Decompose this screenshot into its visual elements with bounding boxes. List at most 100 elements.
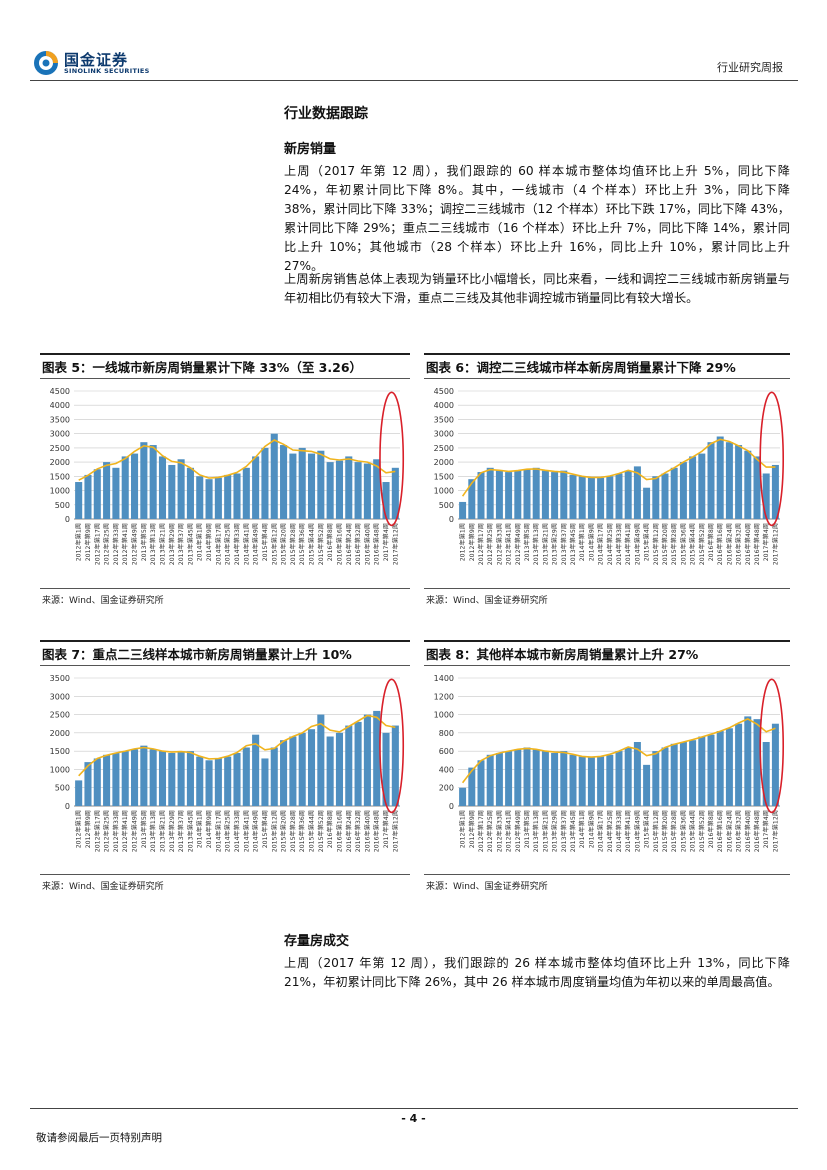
- x-tick-label: 2015年第4周: [643, 810, 651, 848]
- bar: [140, 745, 148, 806]
- bar: [578, 756, 586, 806]
- bar: [753, 456, 761, 519]
- x-tick-label: 2016年第48周: [753, 523, 761, 565]
- highlight-ellipse: [759, 678, 785, 814]
- x-tick-label: 2016年第24周: [345, 810, 353, 852]
- bar: [93, 758, 101, 806]
- y-tick-label: 4500: [434, 387, 454, 396]
- bar: [707, 442, 715, 519]
- bar: [326, 462, 334, 519]
- figure-8-title-rule: [424, 665, 790, 666]
- bar: [689, 456, 697, 519]
- x-tick-label: 2013年第13周: [149, 523, 157, 565]
- figure-7-title: 图表 7：重点二三线样本城市新房周销量累计上升 10%: [42, 647, 352, 662]
- x-tick-label: 2012年第17周: [477, 810, 485, 852]
- bar: [252, 456, 260, 519]
- x-tick-label: 2014年第17周: [597, 523, 605, 565]
- bar: [214, 758, 222, 806]
- y-tick-label: 3500: [50, 415, 70, 424]
- bar: [735, 445, 743, 519]
- bar: [196, 476, 204, 519]
- x-tick-label: 2012年第9周: [84, 523, 92, 561]
- figure-8-chart: 0 200 400 600 800 1000 1200 1400 2012年第1周 2012年第9…: [424, 670, 790, 870]
- x-tick-label: 2015年第20周: [661, 523, 669, 565]
- x-tick-label: 2014年第9周: [587, 523, 595, 561]
- bar: [495, 470, 503, 519]
- bar: [317, 450, 325, 519]
- x-tick-label: 2012年第41周: [121, 810, 129, 852]
- bar: [261, 758, 269, 806]
- x-tick-label: 2016年第8周: [326, 523, 334, 561]
- report-type: 行业研究周报: [717, 61, 783, 74]
- x-tick-label: 2014年第49周: [633, 810, 641, 852]
- company-name-en: SINOLINK SECURITIES: [64, 67, 150, 75]
- highlight-ellipse: [379, 678, 405, 814]
- x-tick-label: 2013年第13周: [532, 523, 540, 565]
- bar: [233, 473, 241, 519]
- x-tick-label: 2015年第36周: [298, 810, 306, 852]
- bar: [289, 453, 297, 519]
- bar: [112, 752, 120, 806]
- x-tick-label: 2013年第21周: [541, 810, 549, 852]
- y-tick-label: 400: [439, 765, 454, 774]
- x-tick-label: 2014年第9周: [587, 810, 595, 848]
- x-tick-label: 2012年第25周: [486, 810, 494, 852]
- x-tick-label: 2015年第4周: [261, 523, 269, 561]
- bar: [670, 743, 678, 806]
- bar: [103, 754, 111, 806]
- bar: [270, 747, 278, 806]
- figure-7-title-rule: [40, 665, 410, 666]
- bar: [643, 764, 651, 806]
- x-tick-label: 2016年第32周: [354, 523, 362, 565]
- highlight-ellipse: [759, 391, 785, 527]
- bar: [177, 751, 185, 806]
- figure-8-title: 图表 8：其他样本城市新房周销量累计上升 27%: [426, 647, 699, 662]
- bar: [486, 467, 494, 519]
- x-tick-label: 2014年第33周: [233, 810, 241, 852]
- x-tick-label: 2017年第4周: [382, 523, 390, 561]
- y-tick-label: 600: [439, 747, 454, 756]
- x-tick-label: 2014年第33周: [233, 523, 241, 565]
- x-tick-label: 2015年第44周: [689, 523, 697, 565]
- y-tick-label: 1200: [434, 692, 454, 701]
- bar: [633, 742, 641, 806]
- bar: [532, 467, 540, 519]
- x-tick-label: 2015年第20周: [280, 523, 288, 565]
- figure-6-title: 图表 6：调控二三线城市样本新房周销量累计下降 29%: [426, 360, 736, 375]
- x-tick-label: 2015年第44周: [689, 810, 697, 852]
- bar: [252, 734, 260, 806]
- x-tick-label: 2012年第33周: [495, 523, 503, 565]
- x-tick-label: 2013年第29周: [551, 810, 559, 852]
- bar: [242, 747, 250, 806]
- y-tick-label: 1500: [50, 472, 70, 481]
- bar: [261, 447, 269, 519]
- x-tick-label: 2014年第1周: [196, 523, 204, 561]
- x-tick-label: 2012年第17周: [477, 523, 485, 565]
- x-tick-label: 2014年第49周: [633, 523, 641, 565]
- x-tick-label: 2016年第16周: [336, 523, 344, 565]
- y-tick-label: 2500: [50, 444, 70, 453]
- y-tick-label: 0: [65, 802, 70, 811]
- x-tick-label: 2017年第12周: [771, 810, 779, 852]
- bar: [149, 749, 157, 806]
- bar: [326, 736, 334, 806]
- figure-6-bottom-rule: [424, 588, 790, 589]
- bar: [643, 487, 651, 519]
- bar: [382, 482, 390, 519]
- x-tick-label: 2014年第25周: [224, 810, 232, 852]
- x-tick-label: 2013年第5周: [523, 523, 531, 561]
- x-tick-label: 2013年第13周: [149, 810, 157, 852]
- y-tick-label: 1500: [434, 472, 454, 481]
- new-homes-heading: 新房销量: [284, 142, 337, 157]
- x-tick-label: 2014年第33周: [615, 810, 623, 852]
- header-divider: [30, 80, 798, 81]
- bar: [523, 747, 531, 806]
- x-tick-label: 2017年第12周: [391, 810, 399, 852]
- bar: [753, 719, 761, 806]
- bar: [363, 463, 371, 519]
- y-tick-label: 3000: [50, 692, 70, 701]
- y-tick-label: 0: [449, 802, 454, 811]
- bar: [354, 462, 362, 519]
- bar: [587, 477, 595, 519]
- bar: [112, 467, 120, 519]
